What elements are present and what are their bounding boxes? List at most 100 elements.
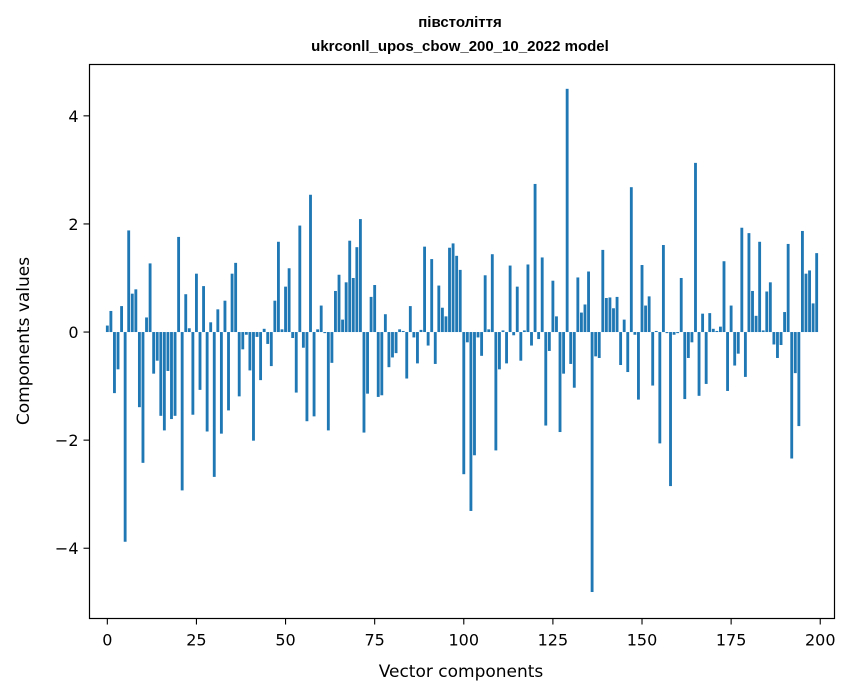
bar-19 — [173, 332, 177, 416]
bar-138 — [597, 332, 601, 358]
bar-163 — [686, 332, 690, 358]
bar-150 — [640, 265, 644, 333]
bar-193 — [793, 332, 797, 374]
bar-145 — [622, 319, 626, 333]
bar-72 — [362, 332, 366, 433]
bar-68 — [348, 240, 352, 333]
bar-82 — [398, 329, 402, 333]
bar-40 — [248, 332, 252, 371]
bar-89 — [423, 246, 426, 333]
bar-188 — [776, 332, 779, 358]
bar-21 — [180, 332, 184, 491]
bar-31 — [216, 309, 220, 333]
bar-24 — [191, 332, 195, 415]
bar-174 — [726, 332, 729, 391]
bar-104 — [476, 332, 480, 338]
bar-81 — [394, 332, 398, 354]
bar-52 — [291, 332, 295, 338]
bar-18 — [170, 332, 173, 420]
bar-154 — [654, 330, 658, 333]
bar-157 — [665, 332, 669, 334]
bar-131 — [572, 332, 576, 388]
y-tick-label: 0 — [68, 323, 78, 342]
bar-116 — [519, 332, 523, 361]
bar-71 — [358, 219, 362, 333]
bar-8 — [134, 289, 138, 333]
y-tick-label: 2 — [68, 215, 78, 234]
bar-67 — [344, 282, 348, 333]
bar-29 — [209, 322, 213, 333]
bar-80 — [391, 332, 394, 358]
bar-79 — [387, 332, 391, 368]
bar-59 — [316, 329, 320, 333]
bar-49 — [280, 329, 284, 333]
bar-84 — [405, 332, 409, 379]
x-tick-label: 150 — [627, 631, 658, 650]
bar-175 — [729, 305, 733, 333]
bar-28 — [205, 332, 209, 432]
bar-182 — [754, 315, 758, 333]
bar-3 — [116, 332, 120, 370]
bar-128 — [562, 332, 566, 374]
bar-7 — [130, 293, 134, 333]
y-axis-ticks: −4 −2 0 2 4 — [55, 107, 90, 558]
bar-156 — [661, 245, 665, 333]
bar-88 — [419, 329, 423, 333]
bar-101 — [465, 332, 469, 343]
bar-177 — [736, 332, 740, 354]
x-tick-label: 25 — [186, 631, 206, 650]
bar-172 — [719, 326, 722, 333]
bar-105 — [480, 332, 484, 356]
bar-11 — [145, 317, 148, 333]
bar-43 — [259, 332, 263, 381]
bar-115 — [515, 286, 519, 333]
bar-112 — [505, 332, 508, 364]
y-tick-label: −4 — [55, 539, 79, 558]
bar-167 — [701, 313, 705, 333]
bar-137 — [594, 332, 598, 357]
bar-140 — [604, 297, 608, 333]
bar-180 — [747, 233, 751, 333]
bar-189 — [779, 332, 783, 346]
bar-117 — [522, 330, 526, 333]
bar-111 — [501, 330, 505, 333]
bar-16 — [162, 332, 166, 431]
chart-subtitle: ukrconll_upos_cbow_200_10_2022 model — [311, 38, 609, 55]
bar-87 — [416, 332, 419, 364]
bar-83 — [401, 330, 405, 333]
bar-194 — [797, 332, 801, 427]
x-tick-label: 125 — [538, 631, 569, 650]
bar-171 — [715, 330, 719, 333]
bar-113 — [508, 265, 512, 333]
bar-161 — [679, 277, 683, 333]
bar-121 — [537, 332, 541, 340]
bar-176 — [733, 332, 737, 366]
bar-66 — [341, 319, 345, 333]
bar-103 — [473, 332, 476, 456]
bar-58 — [312, 332, 316, 417]
bar-100 — [462, 332, 466, 475]
bar-136 — [590, 332, 594, 593]
bar-10 — [141, 332, 145, 463]
bar-4 — [120, 306, 124, 333]
bar-93 — [437, 285, 441, 333]
bar-97 — [451, 243, 455, 333]
bar-91 — [430, 259, 434, 333]
bar-164 — [690, 332, 694, 343]
bar-169 — [708, 313, 712, 333]
bar-53 — [294, 332, 298, 393]
bar-184 — [761, 330, 765, 333]
bar-56 — [305, 332, 309, 422]
bar-147 — [629, 187, 633, 333]
bar-198 — [811, 303, 815, 333]
x-tick-label: 200 — [805, 631, 836, 650]
bar-119 — [530, 332, 533, 346]
bar-118 — [526, 264, 530, 333]
bar-48 — [277, 241, 280, 333]
bar-186 — [768, 282, 772, 333]
bar-86 — [412, 332, 416, 338]
bar-122 — [540, 257, 544, 333]
x-tick-label: 100 — [449, 631, 480, 650]
bar-36 — [234, 262, 238, 333]
